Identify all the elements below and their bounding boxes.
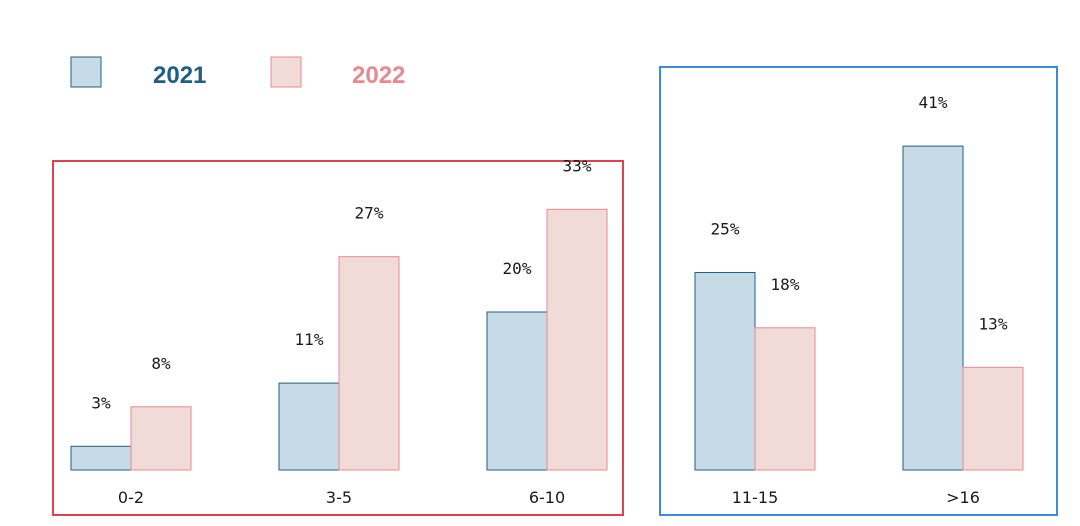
group-frame-2 [659, 66, 1058, 516]
value-label-2021-3-5: 11% [295, 330, 324, 349]
value-label-2021-6-10: 20% [503, 259, 532, 278]
bar-2021-11-15 [694, 272, 756, 471]
bar-2021-gt16 [902, 145, 964, 471]
legend: 2021 2022 [70, 56, 405, 89]
bar-2021-0-2 [70, 445, 132, 471]
legend-swatch-2022 [270, 56, 302, 88]
bar-2022-6-10 [546, 208, 608, 471]
category-label-11-15: 11-15 [732, 488, 779, 507]
legend-label-2022: 2022 [352, 62, 405, 89]
group-frame-1 [52, 160, 624, 516]
group-frames [52, 66, 1058, 516]
category-label-0-2: 0-2 [118, 488, 144, 507]
bar-2022-11-15 [754, 327, 816, 471]
bar-2021-3-5 [278, 382, 340, 471]
value-label-2022-3-5: 27% [355, 204, 384, 223]
value-label-2022-6-10: 33% [563, 156, 592, 175]
bars [70, 145, 1024, 471]
bar-2022-3-5 [338, 256, 400, 471]
value-label-2021-11-15: 25% [711, 220, 740, 239]
category-label-gt16: >16 [946, 488, 980, 507]
category-labels: 0-2 3-5 6-10 11-15 >16 [118, 488, 980, 507]
bar-2022-gt16 [962, 366, 1024, 471]
value-label-2022-11-15: 18% [771, 275, 800, 294]
bar-2022-0-2 [130, 406, 192, 471]
value-label-2022-0-2: 8% [151, 354, 171, 373]
legend-label-2021: 2021 [153, 62, 206, 89]
value-labels: 3% 8% 11% 27% 20% 33% 25% 18% 41% 13% [91, 93, 1007, 412]
bar-2021-6-10 [486, 311, 548, 471]
legend-swatch-2021 [70, 56, 102, 88]
value-label-2022-gt16: 13% [979, 314, 1008, 333]
value-label-2021-0-2: 3% [91, 393, 111, 412]
category-label-3-5: 3-5 [326, 488, 352, 507]
value-label-2021-gt16: 41% [919, 93, 948, 112]
category-label-6-10: 6-10 [529, 488, 565, 507]
